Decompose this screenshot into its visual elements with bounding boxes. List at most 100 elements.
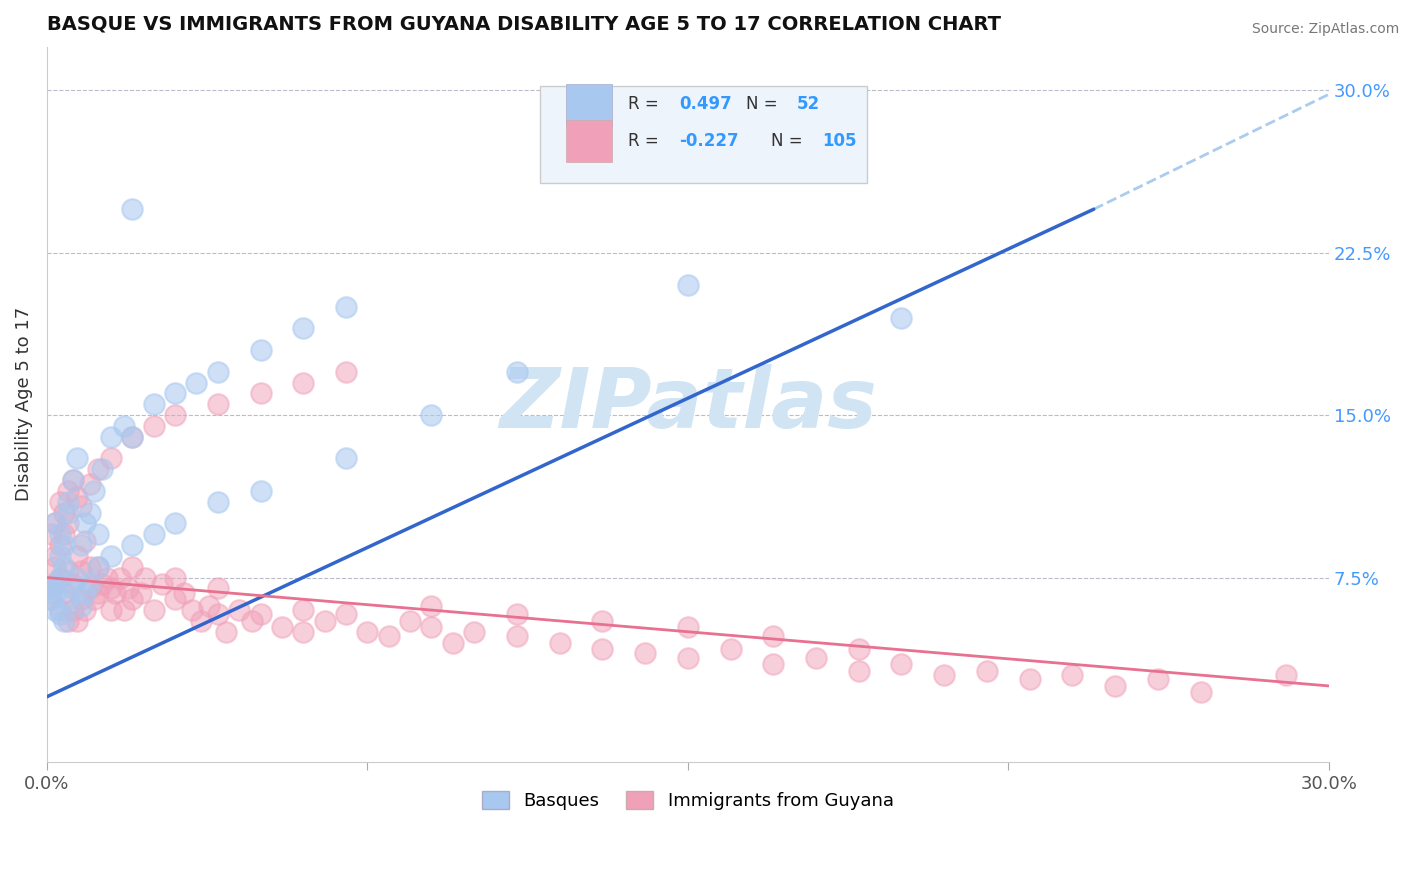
Point — [44, 603, 66, 617]
Point — [48, 538, 70, 552]
Point — [53, 527, 76, 541]
Point — [207, 397, 229, 411]
Point — [87, 559, 110, 574]
Point — [142, 397, 165, 411]
Point — [100, 451, 122, 466]
Text: 105: 105 — [823, 131, 856, 150]
Text: N =: N = — [745, 95, 782, 113]
Point — [62, 473, 84, 487]
Point — [48, 571, 70, 585]
Point — [420, 599, 443, 613]
Point — [117, 582, 139, 596]
Point — [121, 559, 143, 574]
Point — [240, 614, 263, 628]
Point — [91, 462, 114, 476]
Y-axis label: Disability Age 5 to 17: Disability Age 5 to 17 — [15, 307, 32, 501]
Point — [676, 620, 699, 634]
Point — [142, 603, 165, 617]
Point — [198, 599, 221, 613]
Point — [70, 592, 93, 607]
Point — [249, 483, 271, 498]
Point — [506, 607, 529, 622]
Point — [62, 582, 84, 596]
Point — [75, 533, 97, 548]
Point — [79, 477, 101, 491]
Point — [44, 559, 66, 574]
Point — [75, 586, 97, 600]
Point — [634, 647, 657, 661]
Point — [215, 624, 238, 639]
Point — [1062, 668, 1084, 682]
Point — [53, 559, 76, 574]
Point — [762, 629, 785, 643]
Point — [190, 614, 212, 628]
Point — [66, 491, 89, 505]
Text: Source: ZipAtlas.com: Source: ZipAtlas.com — [1251, 22, 1399, 37]
Text: R =: R = — [627, 95, 664, 113]
Point — [1189, 685, 1212, 699]
Point — [548, 635, 571, 649]
Point — [48, 571, 70, 585]
Point — [58, 494, 80, 508]
Point — [207, 494, 229, 508]
Point — [335, 451, 357, 466]
Point — [58, 564, 80, 578]
FancyBboxPatch shape — [567, 120, 612, 162]
Point — [58, 592, 80, 607]
Point — [108, 571, 131, 585]
Point — [249, 343, 271, 357]
Point — [48, 527, 70, 541]
Text: BASQUE VS IMMIGRANTS FROM GUYANA DISABILITY AGE 5 TO 17 CORRELATION CHART: BASQUE VS IMMIGRANTS FROM GUYANA DISABIL… — [46, 15, 1001, 34]
Point — [100, 549, 122, 563]
Point — [87, 527, 110, 541]
Point — [165, 386, 187, 401]
Point — [270, 620, 292, 634]
Point — [314, 614, 336, 628]
Point — [890, 657, 912, 672]
Point — [62, 577, 84, 591]
Point — [1275, 668, 1298, 682]
Point — [112, 603, 135, 617]
Text: -0.227: -0.227 — [679, 131, 738, 150]
Point — [100, 430, 122, 444]
Text: 52: 52 — [797, 95, 820, 113]
Point — [848, 664, 870, 678]
Point — [121, 592, 143, 607]
Point — [506, 365, 529, 379]
Point — [1147, 673, 1170, 687]
Point — [848, 642, 870, 657]
Point — [591, 642, 613, 657]
Point — [890, 310, 912, 325]
Point — [79, 506, 101, 520]
Point — [356, 624, 378, 639]
Point — [79, 559, 101, 574]
Point — [228, 603, 250, 617]
Point — [44, 577, 66, 591]
Text: N =: N = — [770, 131, 808, 150]
Point — [48, 607, 70, 622]
Point — [44, 516, 66, 531]
Point — [720, 642, 742, 657]
Point — [53, 614, 76, 628]
Point — [186, 376, 208, 390]
Point — [1104, 679, 1126, 693]
Point — [420, 408, 443, 422]
Point — [676, 278, 699, 293]
Point — [83, 592, 105, 607]
Point — [292, 624, 315, 639]
Point — [62, 603, 84, 617]
Point — [249, 386, 271, 401]
Point — [292, 376, 315, 390]
Point — [100, 582, 122, 596]
Point — [79, 582, 101, 596]
Point — [377, 629, 399, 643]
Point — [44, 516, 66, 531]
Point — [87, 559, 110, 574]
Point — [207, 607, 229, 622]
Point — [150, 577, 173, 591]
Point — [207, 365, 229, 379]
Point — [292, 603, 315, 617]
Point — [142, 527, 165, 541]
Point — [591, 614, 613, 628]
Point — [1018, 673, 1040, 687]
